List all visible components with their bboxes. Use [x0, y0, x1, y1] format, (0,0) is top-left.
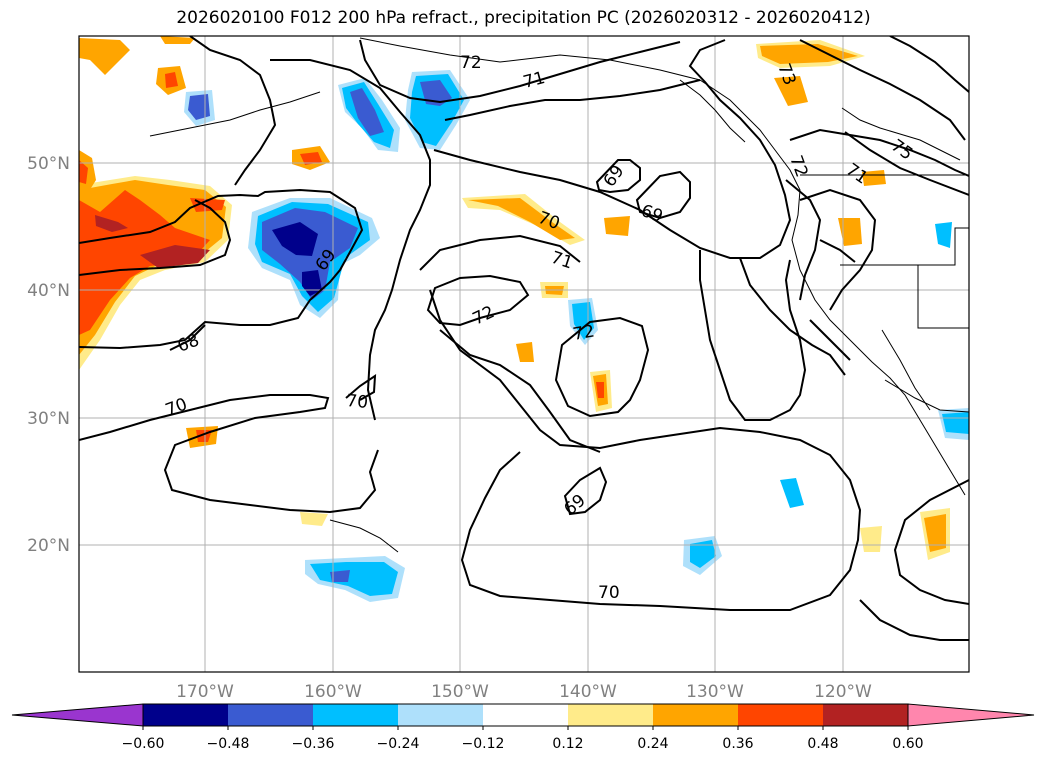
plot-frame [78, 35, 970, 673]
map-title: 2026020100 F012 200 hPa refract., precip… [176, 8, 871, 28]
lon-label: 130°W [686, 682, 744, 702]
lat-label: 20°N [27, 536, 70, 556]
precip-pos-9b [924, 514, 946, 552]
contour-label: 72 [460, 53, 482, 73]
colorbar-segment [823, 704, 908, 726]
precip-pos-5 [516, 342, 534, 362]
colorbar-segment [398, 704, 483, 726]
lat-label: 50°N [27, 154, 70, 174]
colorbar-segment [143, 704, 228, 726]
precip-west-core [140, 245, 210, 268]
lon-label: 120°W [814, 682, 872, 702]
precip-pos-1b [468, 198, 575, 240]
precip-neg-8b [942, 412, 969, 434]
contour-label: 70 [598, 583, 620, 603]
colorbar-extend-max [907, 703, 1035, 727]
precip-west-edge [79, 150, 96, 196]
lon-label: 170°W [176, 682, 234, 702]
precip-pos-6b [760, 44, 858, 64]
precip-small-2b [300, 152, 322, 165]
colorbar-label: −0.12 [462, 736, 505, 752]
precip-neg-6b [690, 540, 716, 568]
colorbar-label: −0.24 [377, 736, 420, 752]
lon-tick-labels: 170°W 160°W 150°W 140°W 130°W 120°W [176, 682, 872, 702]
borders [800, 174, 969, 413]
precip-neg-2c [350, 88, 384, 136]
colorbar-label: −0.48 [207, 736, 250, 752]
lon-label: 150°W [431, 682, 489, 702]
colorbar: −0.60 −0.48 −0.36 −0.24 −0.12 0.12 0.24 0.36 0.4… [11, 703, 1035, 752]
colorbar-segment [568, 704, 653, 726]
precip-pos-4 [604, 216, 630, 236]
precip-pos-3c [596, 382, 604, 398]
colorbar-label: −0.36 [292, 736, 335, 752]
colorbar-frame [142, 703, 909, 727]
colorbar-segment [228, 704, 313, 726]
colorbar-label: 0.48 [807, 736, 838, 752]
coastlines [149, 37, 966, 553]
lat-label: 40°N [27, 281, 70, 301]
colorbar-label: 0.60 [892, 736, 923, 752]
refractivity-contours [79, 36, 969, 641]
colorbar-label: −0.60 [122, 736, 165, 752]
precip-west-edge-inner [79, 160, 88, 184]
precip-neg-10 [935, 222, 952, 248]
lat-tick-labels: 50°N 40°N 30°N 20°N [27, 154, 70, 556]
colorbar-segment [738, 704, 823, 726]
precip-pos-8 [838, 218, 862, 246]
contour-label: 72 [571, 321, 596, 344]
colorbar-segment [653, 704, 738, 726]
precip-pos-7 [774, 76, 808, 106]
precip-neg-5c [330, 570, 350, 582]
gridlines [79, 36, 969, 672]
colorbar-label: 0.36 [722, 736, 753, 752]
colorbar-label: 0.24 [637, 736, 668, 752]
precip-pos-10 [862, 170, 886, 186]
precip-small-4 [300, 512, 328, 526]
precip-neg-5b [310, 562, 398, 596]
precip-west-core2 [95, 215, 128, 232]
precip-neg-1d [272, 222, 318, 256]
colorbar-segment [483, 704, 568, 726]
precip-small-1b [165, 72, 178, 88]
lat-label: 30°N [27, 409, 70, 429]
lon-label: 140°W [559, 682, 617, 702]
colorbar-extend-min [11, 703, 144, 727]
precip-shading [79, 36, 969, 602]
colorbar-segment [313, 704, 398, 726]
precip-neg-9 [780, 478, 804, 508]
colorbar-label: 0.12 [552, 736, 583, 752]
lon-label: 160°W [304, 682, 362, 702]
precip-nw [79, 38, 130, 75]
contour-label: 70 [346, 391, 369, 413]
precip-nw2 [160, 36, 195, 44]
